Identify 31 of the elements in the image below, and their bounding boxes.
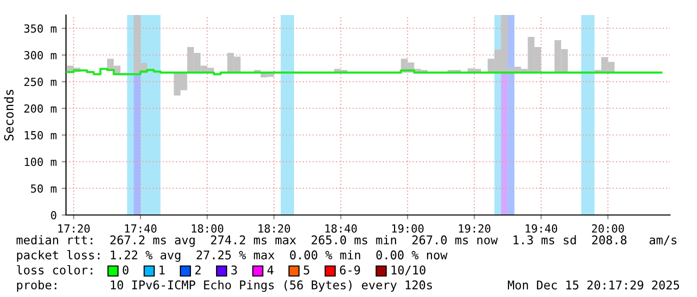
y-tick-label: 150 m xyxy=(24,131,56,140)
y-tick-label: 200 m xyxy=(24,104,56,113)
y-tick-label: 300 m xyxy=(24,51,56,60)
text: loss color: xyxy=(16,265,92,274)
text: 6-9 xyxy=(340,265,360,274)
x-tick-label: 18:20 xyxy=(258,224,290,233)
y-tick-label: 100 m xyxy=(24,158,56,166)
x-tick-label: 17:40 xyxy=(125,224,156,233)
text: 10/10 xyxy=(392,265,426,276)
y-tick-label: 50 m xyxy=(30,184,56,193)
text: 2 xyxy=(195,265,201,274)
x-tick-label: 18:40 xyxy=(325,224,357,233)
y-axis-title: Seconds xyxy=(4,90,14,140)
x-tick-label: 19:20 xyxy=(458,224,490,233)
text: median rtt: 267.2 ms avg 274.2 ms max 265.0 ms min 267.0 ms now 1.3 ms sd 208.8 am/s xyxy=(16,235,676,247)
x-tick-label: 20:00 xyxy=(592,224,624,233)
x-tick-label: 19:00 xyxy=(392,224,424,233)
text: 3 xyxy=(231,265,237,274)
text: probe: 10 IPv6-ICMP Echo Pings (56 Bytes) every 120s xyxy=(17,280,432,292)
text: 0 xyxy=(122,265,128,274)
x-tick-label: 19:40 xyxy=(526,224,558,233)
text: packet loss: 1.22 % avg 27.25 % max 0.00 % min 0.00 % now xyxy=(17,250,448,262)
x-tick-label: 17:20 xyxy=(58,224,90,233)
y-tick-label: 350 m xyxy=(24,24,56,33)
text: 4 xyxy=(267,266,274,274)
text: 1 xyxy=(160,266,165,274)
x-tick-label: 18:00 xyxy=(192,224,224,233)
y-tick-label: 0 xyxy=(51,211,56,220)
y-tick-label: 250 m xyxy=(24,78,56,86)
text: Mon Dec 15 20:17:29 2025 xyxy=(508,280,680,290)
text: 5 xyxy=(304,266,310,274)
